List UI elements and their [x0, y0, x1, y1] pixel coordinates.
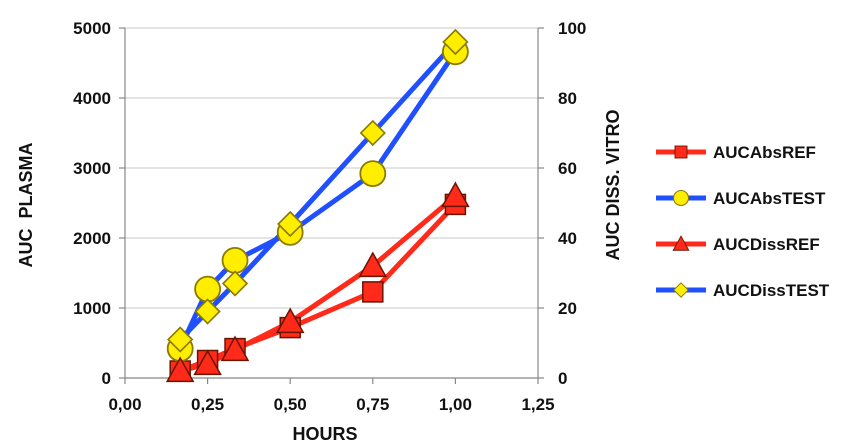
legend-label: AUCAbsREF	[713, 143, 816, 162]
legend-item: AUCDissREF	[656, 235, 820, 254]
data-point	[165, 356, 195, 383]
legend-item: AUCAbsTEST	[656, 189, 826, 208]
y2-tick-label: 20	[558, 299, 577, 318]
data-point	[442, 28, 469, 56]
data-point	[220, 335, 250, 362]
legend-label: AUCDissREF	[713, 235, 820, 254]
y2-tick-label: 100	[558, 19, 586, 38]
data-point	[358, 251, 388, 278]
data-point	[441, 181, 470, 208]
y-tick-label: 3000	[73, 159, 111, 178]
grid	[125, 27, 538, 309]
y-tick-label: 2000	[73, 229, 111, 248]
legend-marker	[672, 189, 690, 207]
legend-marker	[672, 235, 690, 251]
legend-marker	[674, 145, 688, 159]
legend-label: AUCDissTEST	[713, 281, 830, 300]
data-point	[221, 270, 249, 297]
data-point	[277, 210, 304, 238]
data-point	[194, 298, 221, 325]
y-tick-label: 5000	[73, 19, 111, 38]
series-line	[177, 39, 458, 342]
data-point	[194, 275, 222, 303]
x-tick-label: 0,75	[356, 395, 389, 414]
data-point	[167, 326, 194, 353]
markers-AUCDissTEST	[167, 28, 469, 353]
series	[165, 28, 470, 383]
y2-tick-label: 80	[558, 89, 577, 108]
series-AUCDissREF	[177, 193, 458, 374]
y-axis-title: AUC PLASMA	[16, 143, 36, 268]
legend-label: AUCAbsTEST	[713, 189, 826, 208]
legend: AUCAbsREF AUCAbsTEST AUCDissREF AUCDissTEST	[656, 143, 830, 300]
x-axis-title: HOURS	[292, 424, 357, 442]
data-point	[359, 160, 387, 188]
data-point	[221, 246, 249, 274]
y-tick-label: 4000	[73, 89, 111, 108]
axes: 0,00 0,25 0,50 0,75 1,00 1,250100020003000400…	[73, 19, 586, 414]
x-tick-label: 0,00	[108, 395, 141, 414]
x-tick-label: 0,50	[274, 395, 307, 414]
legend-item: AUCDissTEST	[656, 281, 830, 300]
x-tick-label: 0,25	[191, 395, 224, 414]
y2-axis-title: AUC DISS. VITRO	[603, 109, 623, 260]
data-point	[275, 307, 305, 334]
x-tick-label: 1,25	[521, 395, 554, 414]
data-point	[362, 281, 384, 303]
y2-tick-label: 40	[558, 229, 577, 248]
y2-tick-label: 0	[558, 369, 567, 388]
legend-marker	[673, 282, 689, 298]
series-line	[177, 193, 458, 374]
series-AUCDissTEST	[177, 39, 458, 342]
y-tick-label: 0	[102, 369, 111, 388]
legend-item: AUCAbsREF	[656, 143, 816, 162]
x-tick-label: 1,00	[439, 395, 472, 414]
data-point	[359, 119, 386, 147]
y2-tick-label: 60	[558, 159, 577, 178]
markers-AUCDissREF	[165, 181, 470, 383]
data-point	[193, 349, 222, 376]
y-tick-label: 1000	[73, 299, 111, 318]
